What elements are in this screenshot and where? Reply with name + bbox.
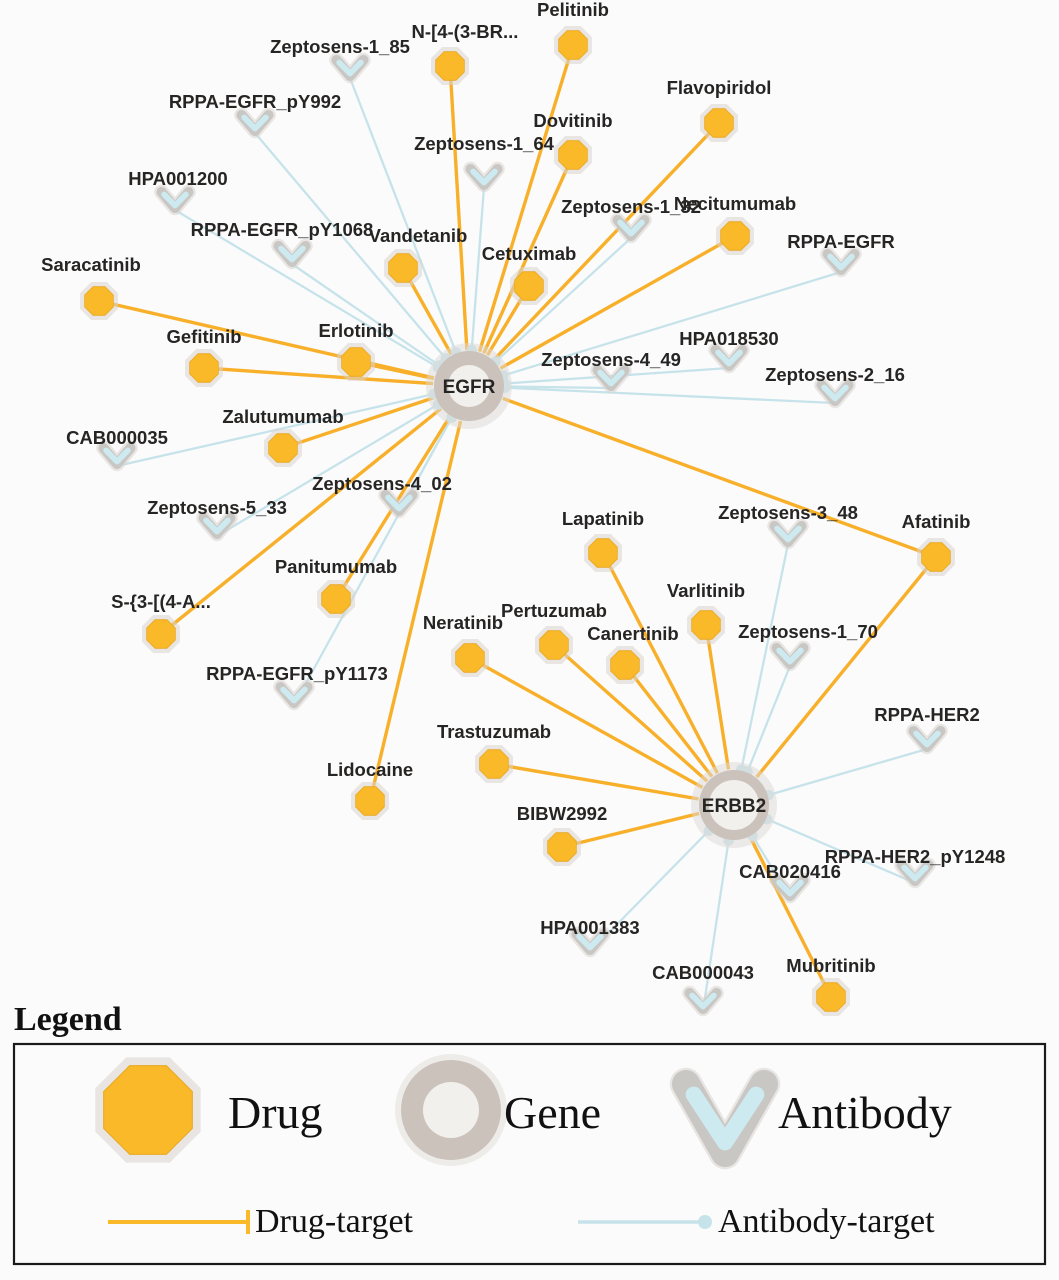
svg-text:Saracatinib: Saracatinib bbox=[41, 254, 141, 275]
svg-text:S-{3-[(4-A...: S-{3-[(4-A... bbox=[111, 591, 211, 612]
svg-text:Zeptosens-1_70: Zeptosens-1_70 bbox=[738, 621, 878, 642]
svg-text:BIBW2992: BIBW2992 bbox=[517, 803, 607, 824]
svg-text:RPPA-EGFR_pY1173: RPPA-EGFR_pY1173 bbox=[206, 663, 388, 684]
svg-text:Drug: Drug bbox=[228, 1087, 323, 1138]
svg-text:HPA001200: HPA001200 bbox=[128, 168, 227, 189]
svg-text:Pertuzumab: Pertuzumab bbox=[501, 600, 607, 621]
svg-text:Drug-target: Drug-target bbox=[255, 1203, 414, 1240]
svg-text:Antibody: Antibody bbox=[778, 1087, 952, 1138]
svg-text:Cetuximab: Cetuximab bbox=[482, 243, 577, 264]
svg-text:Zeptosens-1_64: Zeptosens-1_64 bbox=[414, 133, 555, 154]
svg-text:Zalutumumab: Zalutumumab bbox=[222, 406, 343, 427]
svg-text:CAB020416: CAB020416 bbox=[739, 861, 841, 882]
svg-text:EGFR: EGFR bbox=[443, 377, 496, 398]
svg-text:HPA001383: HPA001383 bbox=[540, 917, 639, 938]
svg-text:HPA018530: HPA018530 bbox=[679, 328, 778, 349]
svg-text:Gefitinib: Gefitinib bbox=[166, 326, 241, 347]
svg-text:RPPA-EGFR_pY1068: RPPA-EGFR_pY1068 bbox=[191, 219, 374, 240]
svg-text:Legend: Legend bbox=[14, 1001, 122, 1038]
svg-text:ERBB2: ERBB2 bbox=[702, 796, 766, 817]
svg-text:Zeptosens-2_16: Zeptosens-2_16 bbox=[765, 364, 905, 385]
svg-text:Zeptosens-4_49: Zeptosens-4_49 bbox=[541, 349, 681, 370]
svg-text:RPPA-HER2_pY1248: RPPA-HER2_pY1248 bbox=[825, 846, 1006, 867]
svg-text:RPPA-HER2: RPPA-HER2 bbox=[874, 704, 980, 725]
svg-text:Zeptosens-1_32: Zeptosens-1_32 bbox=[561, 196, 701, 217]
svg-text:Lapatinib: Lapatinib bbox=[562, 508, 644, 529]
svg-text:N-[4-(3-BR...: N-[4-(3-BR... bbox=[412, 21, 519, 42]
svg-text:Zeptosens-5_33: Zeptosens-5_33 bbox=[147, 497, 287, 518]
svg-text:Zeptosens-1_85: Zeptosens-1_85 bbox=[270, 36, 410, 57]
svg-text:Erlotinib: Erlotinib bbox=[318, 320, 393, 341]
svg-text:Neratinib: Neratinib bbox=[423, 612, 503, 633]
svg-text:Zeptosens-4_02: Zeptosens-4_02 bbox=[312, 473, 452, 494]
svg-text:Vandetanib: Vandetanib bbox=[369, 225, 468, 246]
svg-text:Afatinib: Afatinib bbox=[902, 511, 971, 532]
svg-text:Gene: Gene bbox=[504, 1087, 601, 1138]
svg-text:Dovitinib: Dovitinib bbox=[533, 110, 612, 131]
svg-text:CAB000043: CAB000043 bbox=[652, 962, 754, 983]
svg-text:Canertinib: Canertinib bbox=[587, 623, 678, 644]
svg-text:Zeptosens-3_48: Zeptosens-3_48 bbox=[718, 502, 858, 523]
svg-text:Pelitinib: Pelitinib bbox=[537, 0, 609, 20]
svg-text:Trastuzumab: Trastuzumab bbox=[437, 721, 551, 742]
svg-text:RPPA-EGFR: RPPA-EGFR bbox=[787, 231, 895, 252]
svg-text:Mubritinib: Mubritinib bbox=[786, 955, 875, 976]
svg-text:Lidocaine: Lidocaine bbox=[327, 759, 413, 780]
svg-text:CAB000035: CAB000035 bbox=[66, 427, 168, 448]
svg-text:Panitumumab: Panitumumab bbox=[275, 556, 397, 577]
svg-text:Antibody-target: Antibody-target bbox=[718, 1203, 935, 1240]
svg-text:RPPA-EGFR_pY992: RPPA-EGFR_pY992 bbox=[169, 91, 341, 112]
svg-text:Flavopiridol: Flavopiridol bbox=[667, 77, 772, 98]
svg-text:Varlitinib: Varlitinib bbox=[667, 580, 745, 601]
